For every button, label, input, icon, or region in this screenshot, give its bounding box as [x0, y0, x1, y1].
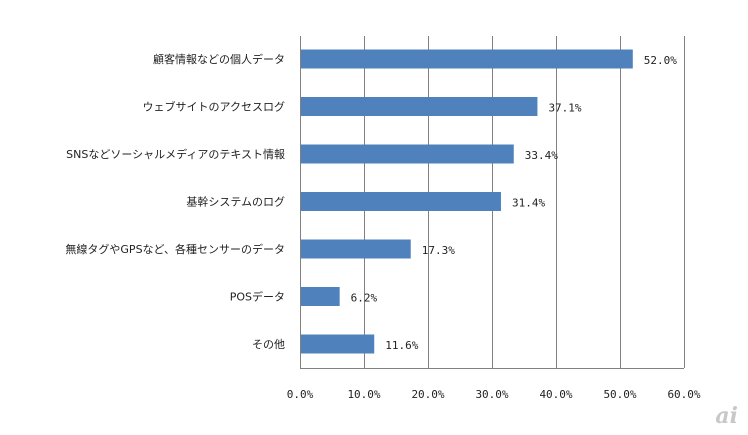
bar-5: [301, 287, 340, 306]
data-label-6: 11.6%: [385, 339, 418, 352]
bars: [301, 49, 633, 354]
x-tick-label-1: 10.0%: [347, 388, 380, 401]
data-label-0: 52.0%: [644, 54, 677, 67]
bar-3: [301, 192, 501, 211]
x-tick-label-6: 60.0%: [667, 388, 700, 401]
bar-0: [301, 49, 633, 69]
x-tick-label-4: 40.0%: [539, 388, 572, 401]
x-tick-label-5: 50.0%: [603, 388, 636, 401]
category-label-1: ウェブサイトのアクセスログ: [143, 100, 285, 114]
bar-1: [301, 97, 538, 116]
category-label-4: 無線タグやGPSなど、各種センサーのデータ: [65, 242, 285, 256]
x-axis-tick-labels: 0.0% 10.0% 20.0% 30.0% 40.0% 50.0% 60.0%: [287, 388, 701, 401]
site-logo: ai: [715, 403, 738, 429]
data-label-5: 6.2%: [351, 292, 378, 305]
category-label-0: 顧客情報などの個人データ: [153, 52, 285, 66]
x-tick-label-3: 30.0%: [475, 388, 508, 401]
category-label-5: POSデータ: [230, 290, 285, 304]
bar-2: [301, 144, 514, 164]
bar-6: [301, 334, 375, 354]
category-label-6: その他: [252, 338, 285, 351]
x-tick-label-0: 0.0%: [287, 388, 314, 401]
category-label-3: 基幹システムのログ: [186, 195, 285, 209]
data-labels: 52.0% 37.1% 33.4% 31.4% 17.3% 6.2% 11.6%: [351, 54, 678, 352]
data-label-3: 31.4%: [512, 197, 545, 210]
data-label-1: 37.1%: [548, 102, 581, 115]
category-label-2: SNSなどソーシャルメディアのテキスト情報: [66, 147, 285, 161]
data-label-4: 17.3%: [422, 244, 455, 257]
bar-4: [301, 239, 411, 259]
x-tick-label-2: 20.0%: [411, 388, 444, 401]
data-label-2: 33.4%: [525, 149, 558, 162]
